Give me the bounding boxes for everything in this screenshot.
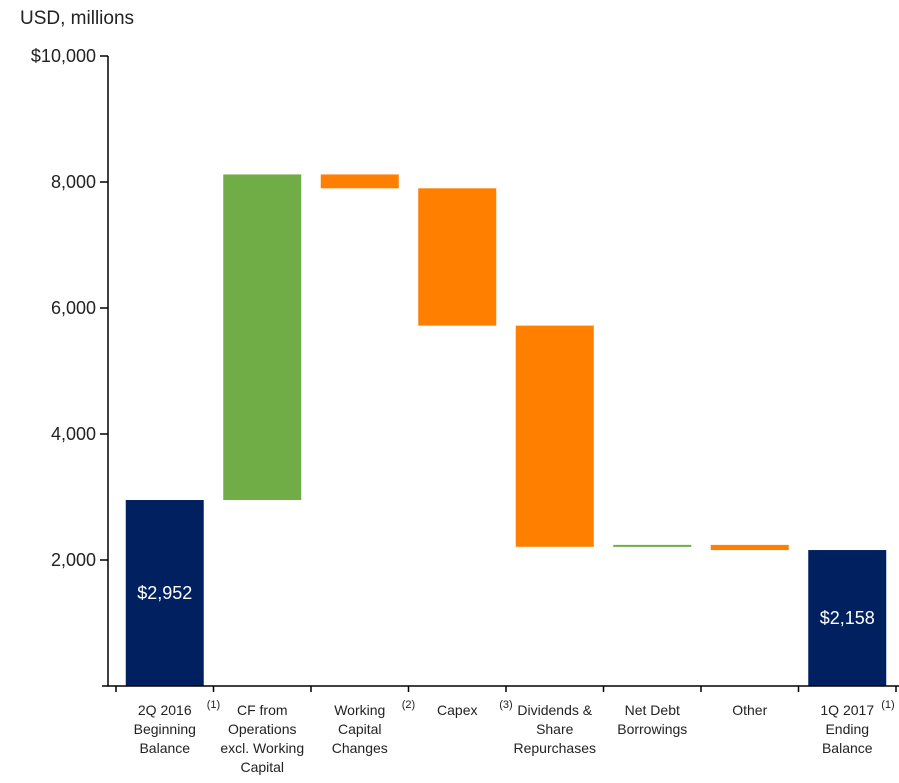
bar-4-decrease bbox=[418, 188, 497, 326]
y-tick-label: 6,000 bbox=[51, 298, 96, 318]
category-footnote-4: (3) bbox=[499, 699, 512, 711]
category-label-4: Capex bbox=[437, 702, 477, 718]
bar-2-increase bbox=[223, 174, 302, 501]
unit-label: USD, millions bbox=[20, 8, 135, 29]
category-label-5: Dividends & Share Repurchases bbox=[514, 702, 597, 756]
category-footnote-8: (1) bbox=[881, 699, 894, 711]
bar-1-total bbox=[125, 500, 204, 686]
bar-5-decrease bbox=[515, 325, 594, 547]
bar-3-decrease bbox=[320, 174, 399, 189]
category-footnote-1: (1) bbox=[207, 699, 220, 711]
category-label-6: Net Debt Borrowings bbox=[617, 702, 687, 737]
bar-1-value-label: $2,952 bbox=[137, 583, 192, 603]
bar-6-increase bbox=[613, 544, 692, 547]
category-label-3: Working Capital Changes bbox=[332, 702, 388, 756]
category-label-1: 2Q 2016 Beginning Balance bbox=[134, 702, 196, 756]
category-label-2: CF from Operations excl. Working Capital bbox=[220, 702, 304, 775]
labels-layer: $2,952 $2,158 2,000 4,000 6,000 8,000 $10,000 2… bbox=[31, 46, 895, 775]
y-tick-label: 4,000 bbox=[51, 424, 96, 444]
y-tick-label: $10,000 bbox=[31, 46, 96, 66]
category-label-8: 1Q 2017 Ending Balance bbox=[820, 702, 874, 756]
bar-8-value-label: $2,158 bbox=[820, 608, 875, 628]
y-tick-label: 2,000 bbox=[51, 550, 96, 570]
category-footnote-3: (2) bbox=[402, 699, 415, 711]
axis-layer bbox=[100, 55, 899, 692]
bars-layer bbox=[125, 174, 887, 686]
y-tick-label: 8,000 bbox=[51, 172, 96, 192]
bar-8-total bbox=[808, 550, 887, 686]
category-label-7: Other bbox=[732, 702, 767, 718]
bar-7-decrease bbox=[710, 544, 789, 551]
